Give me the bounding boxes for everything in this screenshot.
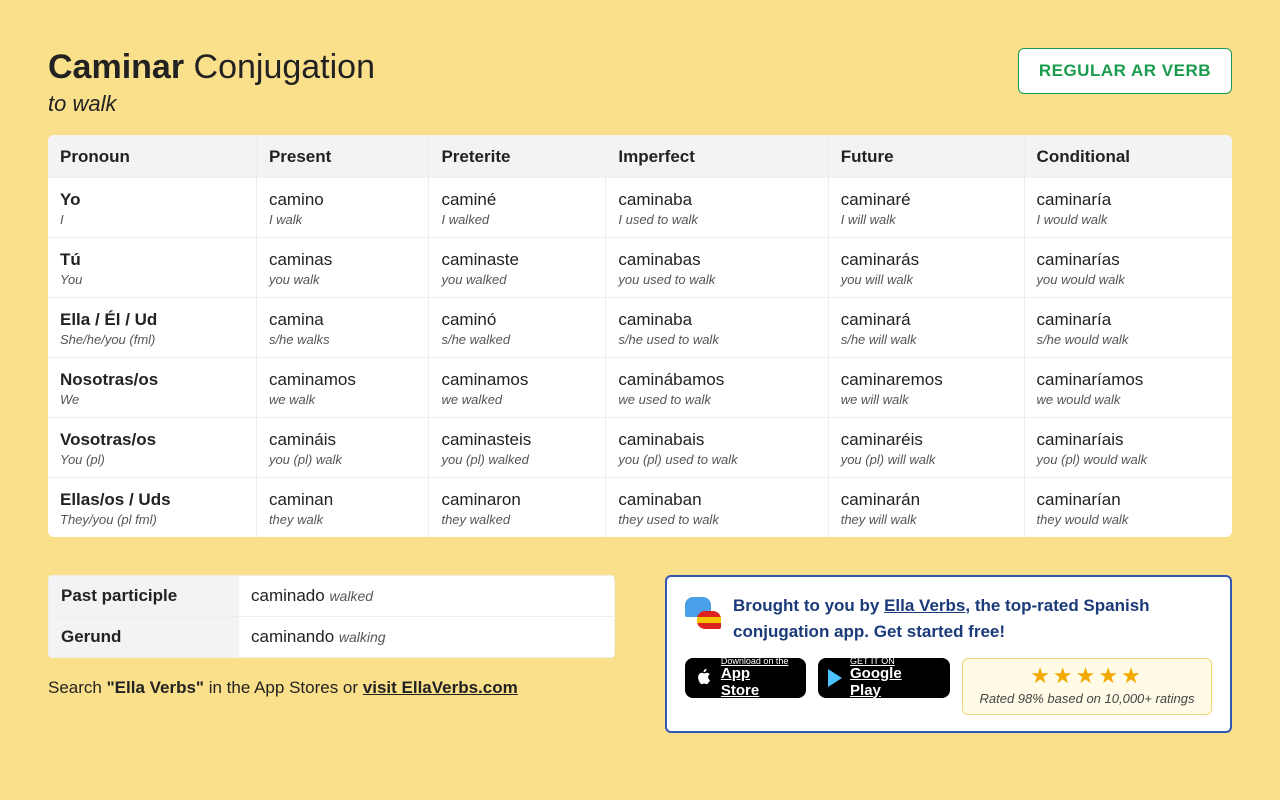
pronoun-cell: Ella / Él / UdShe/he/you (fml) <box>48 298 257 358</box>
conj-cell: caminarás/he will walk <box>829 298 1025 358</box>
participles-table: Past participlecaminado walkedGerundcami… <box>48 575 615 658</box>
conj-cell: caminaronthey walked <box>429 478 606 537</box>
conj-cell: caminéI walked <box>429 178 606 238</box>
page-title: Caminar Conjugation <box>48 48 375 87</box>
conj-cell: caminaríasyou would walk <box>1025 238 1232 298</box>
conj-cell: caminaríaI would walk <box>1025 178 1232 238</box>
pronoun-cell: Ellas/os / UdsThey/you (pl fml) <box>48 478 257 537</box>
table-row: TúYoucaminasyou walkcaminasteyou walkedc… <box>48 238 1232 298</box>
col-present: Present <box>257 135 430 178</box>
conj-cell: caminoI walk <box>257 178 430 238</box>
promo-row2: Download on the App Store GET IT ON Goog… <box>685 658 1212 715</box>
conj-cell: caminasyou walk <box>257 238 430 298</box>
conj-cell: camináisyou (pl) walk <box>257 418 430 478</box>
appstore-big: App Store <box>721 666 792 699</box>
conj-cell: caminábamoswe used to walk <box>606 358 828 418</box>
conj-cell: caminabaI used to walk <box>606 178 828 238</box>
play-big: Google Play <box>850 666 936 699</box>
participle-value: caminando walking <box>239 617 614 657</box>
verb-translation: to walk <box>48 91 375 117</box>
search-mid: in the App Stores or <box>204 678 363 697</box>
conj-cell: caminas/he walks <box>257 298 430 358</box>
conj-cell: caminaréI will walk <box>829 178 1025 238</box>
verb-type-badge: REGULAR AR VERB <box>1018 48 1232 94</box>
table-row: Nosotras/osWecaminamoswe walkcaminamoswe… <box>48 358 1232 418</box>
play-icon <box>828 669 842 687</box>
conj-cell: caminaríamoswe would walk <box>1025 358 1232 418</box>
promo-box: Brought to you by Ella Verbs, the top-ra… <box>665 575 1232 733</box>
col-preterite: Preterite <box>429 135 606 178</box>
promo-t1: Brought to you by <box>733 596 884 615</box>
conj-cell: caminabaisyou (pl) used to walk <box>606 418 828 478</box>
conj-cell: caminaréisyou (pl) will walk <box>829 418 1025 478</box>
conj-cell: caminamoswe walked <box>429 358 606 418</box>
promo-text: Brought to you by Ella Verbs, the top-ra… <box>733 593 1212 644</box>
conj-cell: caminabanthey used to walk <box>606 478 828 537</box>
header: Caminar Conjugation to walk REGULAR AR V… <box>48 48 1232 117</box>
pronoun-cell: Nosotras/osWe <box>48 358 257 418</box>
conj-cell: caminarías/he would walk <box>1025 298 1232 358</box>
participle-value: caminado walked <box>239 576 614 617</box>
pronoun-cell: Vosotras/osYou (pl) <box>48 418 257 478</box>
promo-top: Brought to you by Ella Verbs, the top-ra… <box>685 593 1212 644</box>
google-play-badge[interactable]: GET IT ON Google Play <box>818 658 950 698</box>
search-bold: "Ella Verbs" <box>107 678 204 697</box>
table-row: Ellas/os / UdsThey/you (pl fml)caminanth… <box>48 478 1232 537</box>
verb-name: Caminar <box>48 48 184 86</box>
stars-icon: ★★★★★ <box>979 665 1195 687</box>
conj-cell: caminamoswe walk <box>257 358 430 418</box>
participle-label: Past participle <box>49 576 239 617</box>
app-store-badge[interactable]: Download on the App Store <box>685 658 806 698</box>
pronoun-cell: TúYou <box>48 238 257 298</box>
participle-row: Gerundcaminando walking <box>49 617 614 657</box>
participle-row: Past participlecaminado walked <box>49 576 614 617</box>
search-prefix: Search <box>48 678 107 697</box>
rating-text: Rated 98% based on 10,000+ ratings <box>979 691 1195 706</box>
conj-cell: caminabas/he used to walk <box>606 298 828 358</box>
col-pronoun: Pronoun <box>48 135 257 178</box>
left-column: Past participlecaminado walkedGerundcami… <box>48 575 615 698</box>
conj-cell: caminós/he walked <box>429 298 606 358</box>
conjugation-table: PronounPresentPreteriteImperfectFutureCo… <box>48 135 1232 537</box>
promo-icon <box>685 593 721 629</box>
conj-cell: caminaremoswe will walk <box>829 358 1025 418</box>
conj-cell: caminaríanthey would walk <box>1025 478 1232 537</box>
conj-cell: caminarásyou will walk <box>829 238 1025 298</box>
col-future: Future <box>829 135 1025 178</box>
col-imperfect: Imperfect <box>606 135 828 178</box>
search-line: Search "Ella Verbs" in the App Stores or… <box>48 678 615 698</box>
conj-cell: caminaránthey will walk <box>829 478 1025 537</box>
title-block: Caminar Conjugation to walk <box>48 48 375 117</box>
ella-verbs-link[interactable]: Ella Verbs <box>884 596 965 615</box>
conj-cell: caminaríaisyou (pl) would walk <box>1025 418 1232 478</box>
conj-cell: caminasteyou walked <box>429 238 606 298</box>
table-row: Vosotras/osYou (pl)camináisyou (pl) walk… <box>48 418 1232 478</box>
apple-icon <box>695 668 713 688</box>
table-row: Ella / Él / UdShe/he/you (fml)caminas/he… <box>48 298 1232 358</box>
title-word: Conjugation <box>194 48 375 86</box>
conj-cell: caminabasyou used to walk <box>606 238 828 298</box>
rating-box: ★★★★★ Rated 98% based on 10,000+ ratings <box>962 658 1212 715</box>
participle-label: Gerund <box>49 617 239 657</box>
conj-cell: caminasteisyou (pl) walked <box>429 418 606 478</box>
col-conditional: Conditional <box>1025 135 1232 178</box>
visit-link[interactable]: visit EllaVerbs.com <box>363 678 518 697</box>
bottom-section: Past participlecaminado walkedGerundcami… <box>48 575 1232 733</box>
conj-cell: caminanthey walk <box>257 478 430 537</box>
table-row: YoIcaminoI walkcaminéI walkedcaminabaI u… <box>48 178 1232 238</box>
pronoun-cell: YoI <box>48 178 257 238</box>
